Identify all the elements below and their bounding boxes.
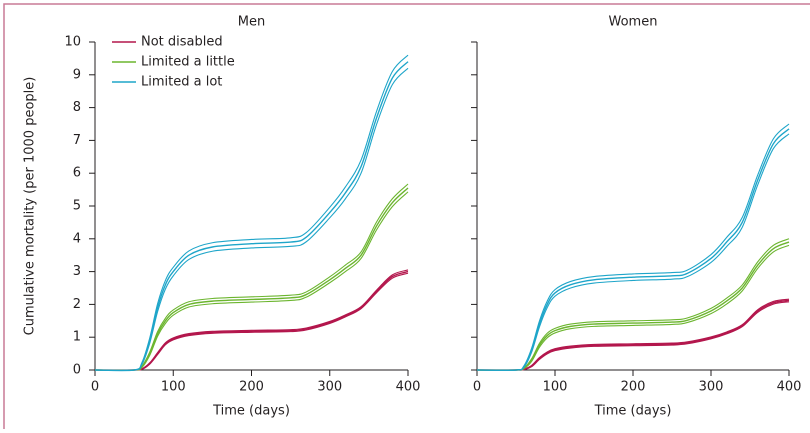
x-axis-label: Time (days) xyxy=(594,404,672,419)
y-tick-label: 6 xyxy=(73,166,81,181)
legend-label: Not disabled xyxy=(141,35,223,50)
panel-title: Men xyxy=(238,15,265,30)
x-tick-label: 300 xyxy=(317,380,342,395)
x-tick-label: 400 xyxy=(396,380,421,395)
ci-line xyxy=(94,183,409,371)
ci-line xyxy=(94,272,409,371)
x-tick-label: 100 xyxy=(161,380,186,395)
y-tick-label: 3 xyxy=(73,264,81,279)
ci-line xyxy=(94,269,409,371)
y-tick-label: 10 xyxy=(64,35,81,50)
ci-line xyxy=(476,238,790,371)
ci-line xyxy=(94,191,409,371)
x-axis-label: Time (days) xyxy=(212,404,290,419)
line xyxy=(94,61,409,372)
y-tick-label: 5 xyxy=(73,199,81,214)
y-tick-label: 7 xyxy=(73,133,81,148)
y-tick-label: 9 xyxy=(73,67,81,82)
line xyxy=(476,241,790,371)
y-tick-label: 1 xyxy=(73,330,81,345)
x-tick-label: 0 xyxy=(473,380,481,395)
x-tick-label: 200 xyxy=(239,380,264,395)
x-tick-label: 100 xyxy=(543,380,568,395)
y-axis-label: Cumulative mortality (per 1000 people) xyxy=(23,77,38,336)
x-tick-label: 200 xyxy=(621,380,646,395)
ci-line xyxy=(94,67,409,371)
y-tick-label: 2 xyxy=(73,297,81,312)
x-tick-label: 300 xyxy=(699,380,724,395)
y-tick-label: 0 xyxy=(73,363,81,378)
legend-label: Limited a lot xyxy=(141,75,222,90)
ci-line xyxy=(476,298,790,371)
ci-line xyxy=(476,244,790,371)
y-tick-label: 4 xyxy=(73,231,81,246)
line xyxy=(476,299,790,371)
ci-line xyxy=(476,123,790,371)
legend-label: Limited a little xyxy=(141,55,235,70)
ci-line xyxy=(476,133,790,371)
y-tick-label: 8 xyxy=(73,100,81,115)
line xyxy=(94,187,409,371)
ci-line xyxy=(476,301,790,371)
ci-line xyxy=(94,54,409,372)
line xyxy=(94,270,409,371)
x-tick-label: 0 xyxy=(91,380,99,395)
x-tick-label: 400 xyxy=(777,380,802,395)
line xyxy=(476,128,790,371)
frame xyxy=(3,3,810,429)
panel-title: Women xyxy=(609,15,658,30)
